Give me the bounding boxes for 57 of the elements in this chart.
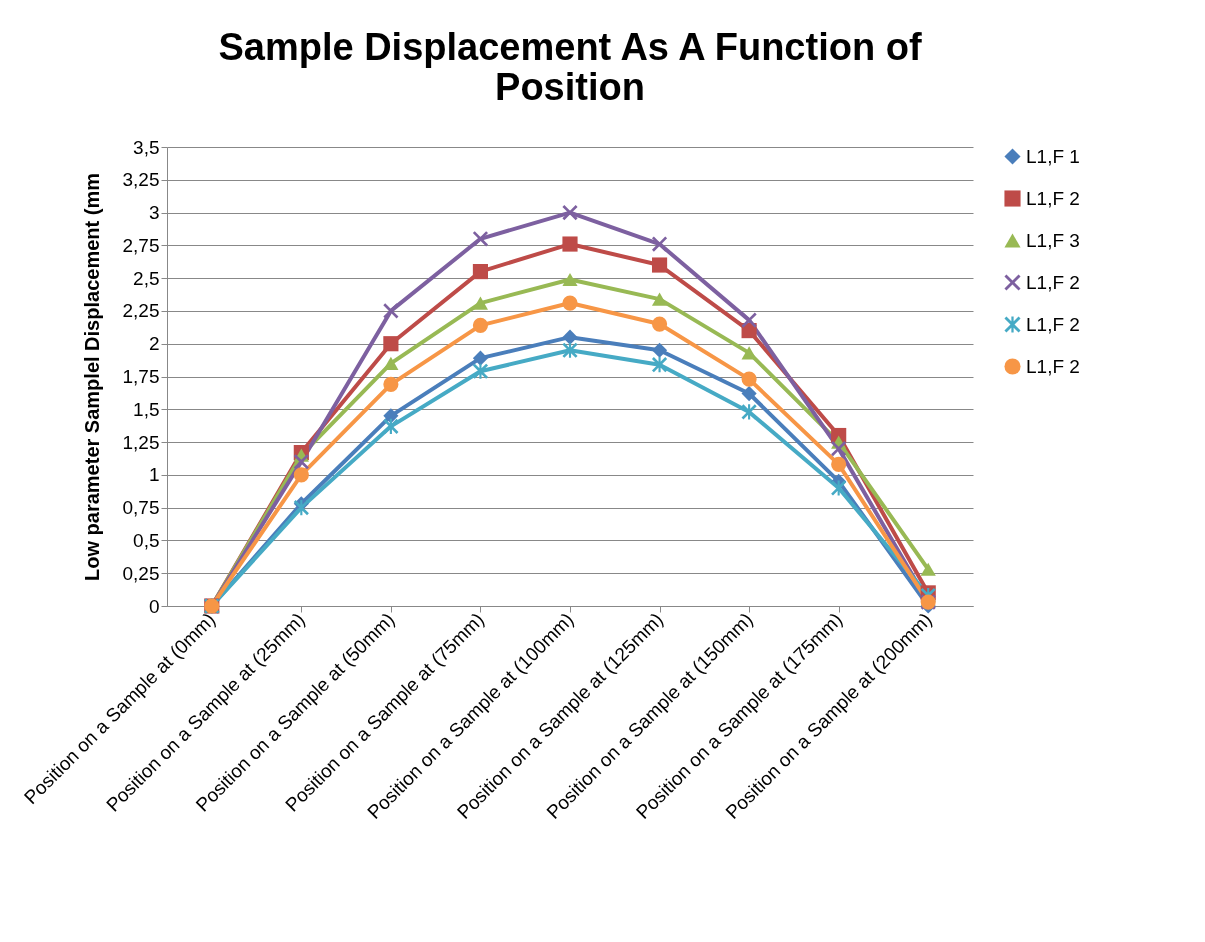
point (383, 303, 399, 319)
point (383, 408, 399, 424)
point (383, 356, 399, 370)
legend-label: L1,F 2 (1026, 313, 1080, 335)
y-tick-label: 2,75 (122, 234, 160, 256)
legend-label: L1,F 2 (1026, 355, 1080, 377)
y-tick-label: 2,25 (122, 300, 160, 322)
legend-label: L1,F 2 (1026, 271, 1080, 293)
point (562, 342, 578, 358)
point (651, 342, 668, 358)
y-tick-label: 1,5 (133, 398, 160, 420)
point (472, 296, 489, 310)
y-tick-label: 0,25 (122, 562, 160, 584)
y-tick-label: 1 (148, 464, 160, 486)
point (562, 204, 578, 221)
y-tick-label: 0,75 (122, 497, 160, 519)
point (651, 236, 668, 252)
y-tick-label: 0 (148, 595, 160, 617)
point (741, 371, 757, 387)
point (741, 346, 757, 360)
point (472, 317, 489, 333)
y-tick-label: 1,75 (122, 366, 160, 387)
point (831, 456, 847, 472)
point (562, 329, 578, 345)
point (651, 257, 668, 273)
y-tick-label: 1,25 (122, 431, 160, 453)
point (831, 441, 847, 457)
point (741, 312, 757, 328)
point (651, 292, 668, 306)
point (562, 236, 578, 252)
y-tick-label: 2,5 (133, 267, 160, 289)
y-tick-label: 3,5 (133, 136, 160, 158)
chart-title: Sample Displacement As A Function of Position (218, 26, 922, 108)
point (472, 231, 489, 247)
y-tick-label: 3 (148, 202, 160, 224)
y-axis-title: Low parameter Samplel Displacement (mm (80, 173, 103, 581)
legend-label: L1,F 3 (1026, 229, 1080, 251)
point (472, 363, 489, 379)
y-tick-label: 0,5 (133, 529, 160, 551)
y-tick-label: 3,25 (122, 169, 160, 191)
point (472, 350, 489, 366)
y-tick-label: 2 (148, 333, 160, 355)
point (831, 480, 847, 496)
legend-label: L1,F 1 (1026, 145, 1080, 167)
point (651, 316, 668, 332)
point (383, 376, 399, 392)
point (472, 264, 489, 280)
point (920, 562, 936, 576)
point (741, 385, 757, 402)
point (383, 336, 399, 352)
point (293, 467, 309, 483)
legend-label: L1,F 2 (1026, 187, 1080, 209)
point (562, 272, 578, 287)
point (651, 357, 668, 373)
point (383, 418, 399, 434)
point (562, 295, 578, 311)
point (293, 454, 309, 470)
